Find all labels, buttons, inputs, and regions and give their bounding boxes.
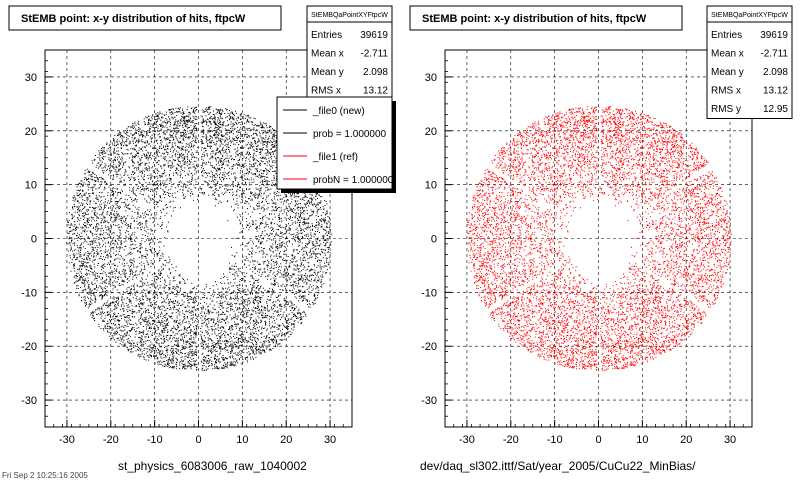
y-tick-label: 10	[25, 180, 37, 192]
left-hit-points	[66, 106, 332, 372]
y-tick-label: -30	[421, 395, 437, 407]
y-tick-label: -10	[421, 287, 437, 299]
x-tick-label: -10	[147, 434, 163, 446]
right-panel: -30 -20 -10 0 10 20 30 -30 -20 -10 0 10 20 30 StEMB p…	[409, 5, 793, 473]
legend-entry: _file1 (ref)	[312, 152, 358, 163]
right-stats-box: StEMBQaPointXYFtpcW Entries 39619 Mean x -2.…	[706, 5, 793, 119]
stats-label: Entries	[711, 30, 742, 41]
x-tick-label: 0	[195, 434, 201, 446]
footer-timestamp: Fri Sep 2 10:25:16 2005	[2, 471, 88, 480]
y-tick-label: 20	[425, 126, 437, 138]
legend-frame	[276, 96, 393, 190]
y-tick-label: -20	[421, 341, 437, 353]
stats-value: 2.098	[363, 67, 388, 78]
y-tick-label: 0	[31, 234, 37, 246]
right-title-box	[409, 5, 683, 31]
x-tick-label: -20	[503, 434, 519, 446]
x-tick-label: 0	[595, 434, 601, 446]
right-plot-title: StEMB point: x-y distribution of hits, f…	[422, 13, 647, 25]
y-tick-label: 0	[431, 234, 437, 246]
x-tick-label: 10	[636, 434, 648, 446]
left-axes: -30 -20 -10 0 10 20 30 -30 -20 -10 0 10 20 30	[21, 49, 353, 446]
legend-entry: probN = 1.000000	[313, 175, 394, 186]
y-tick-label: -10	[21, 287, 37, 299]
stats-value: -2.711	[760, 49, 788, 60]
left-title-box	[8, 5, 282, 31]
left-plot-title: StEMB point: x-y distribution of hits, f…	[21, 13, 246, 25]
x-tick-label: -30	[59, 434, 75, 446]
legend-entry: prob = 1.000000	[313, 129, 387, 140]
stats-label: RMS x	[711, 86, 741, 97]
stats-box-name: StEMBQaPointXYFtpcW	[711, 12, 788, 19]
right-x-axis-label: dev/daq_sl302.ittf/Sat/year_2005/CuCu22_…	[420, 459, 696, 473]
x-tick-label: -10	[547, 434, 563, 446]
stats-value: 39619	[360, 30, 388, 41]
stats-box-name: StEMBQaPointXYFtpcW	[311, 12, 388, 19]
stats-label: Mean y	[311, 67, 344, 78]
left-legend: _file0 (new) prob = 1.000000 _file1 (ref) p…	[276, 96, 396, 193]
stats-value: 13.12	[763, 86, 788, 97]
x-tick-label: 30	[324, 434, 336, 446]
y-tick-label: 20	[25, 126, 37, 138]
left-grid	[45, 50, 352, 427]
y-tick-label: 10	[425, 180, 437, 192]
x-tick-label: 30	[724, 434, 736, 446]
stats-value: -2.711	[360, 49, 388, 60]
stats-label: RMS y	[711, 104, 741, 115]
x-tick-label: 20	[280, 434, 292, 446]
y-tick-label: -20	[21, 341, 37, 353]
right-hit-points	[466, 106, 732, 372]
stats-value: 2.098	[763, 67, 788, 78]
y-tick-label: -30	[21, 395, 37, 407]
stats-value: 13.12	[363, 86, 388, 97]
y-tick-label: 30	[25, 72, 37, 84]
stats-label: Mean y	[711, 67, 744, 78]
stats-value: 12.95	[763, 104, 788, 115]
x-tick-label: -30	[459, 434, 475, 446]
y-tick-label: 30	[425, 72, 437, 84]
stats-box-frame	[706, 5, 793, 119]
legend-entry: _file0 (new)	[312, 106, 365, 117]
hit-points	[466, 106, 732, 372]
left-stats-box: StEMBQaPointXYFtpcW Entries 39619 Mean x -2.…	[306, 5, 393, 101]
right-axes: -30 -20 -10 0 10 20 30 -30 -20 -10 0 10 20 30	[421, 49, 753, 446]
stats-label: Mean x	[711, 49, 744, 60]
x-tick-label: 20	[680, 434, 692, 446]
left-panel: -30 -20 -10 0 10 20 30 -30 -20 -10 0 10 20 30 StEMB p…	[8, 5, 396, 473]
hit-points	[66, 106, 332, 372]
stats-value: 39619	[760, 30, 788, 41]
stats-label: Mean x	[311, 49, 344, 60]
x-tick-label: 10	[236, 434, 248, 446]
stats-label: RMS x	[311, 86, 341, 97]
stats-label: Entries	[311, 30, 342, 41]
x-tick-label: -20	[103, 434, 119, 446]
left-x-axis-label: st_physics_6083006_raw_1040002	[118, 459, 307, 473]
